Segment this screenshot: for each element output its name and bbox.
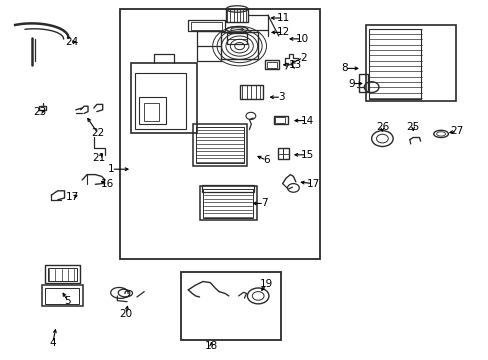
Bar (135, 73, 186, 129)
Text: 9: 9 (348, 78, 355, 89)
Bar (193, 124, 246, 166)
Text: 23: 23 (33, 107, 47, 117)
Text: 20: 20 (120, 309, 132, 319)
Bar (45, 288, 79, 304)
Bar (45, 265, 80, 283)
Bar (131, 63, 197, 133)
Text: 5: 5 (64, 296, 71, 306)
Bar (120, 9, 320, 259)
Text: 13: 13 (288, 60, 302, 70)
Text: 16: 16 (101, 179, 114, 189)
Bar (368, 29, 420, 99)
Bar (190, 22, 222, 30)
Bar (365, 25, 455, 101)
Text: 7: 7 (260, 198, 267, 208)
Text: 19: 19 (259, 279, 273, 289)
Text: 6: 6 (263, 155, 269, 165)
Bar (202, 185, 254, 192)
Text: 10: 10 (295, 34, 308, 44)
Text: 8: 8 (341, 63, 347, 73)
Bar (359, 74, 367, 92)
Text: 11: 11 (276, 13, 290, 23)
Bar (181, 272, 281, 340)
Bar (275, 117, 285, 123)
Bar (139, 97, 166, 124)
Text: 21: 21 (92, 153, 106, 163)
Bar (273, 116, 287, 124)
Bar (239, 85, 263, 99)
Text: 25: 25 (406, 122, 419, 132)
Text: 14: 14 (300, 116, 313, 126)
Text: 18: 18 (204, 341, 218, 351)
Text: 3: 3 (277, 92, 284, 102)
Bar (41, 285, 83, 306)
Bar (277, 148, 288, 159)
Text: 2: 2 (299, 53, 306, 63)
Bar (264, 60, 278, 69)
Text: 12: 12 (276, 27, 290, 37)
Bar (200, 186, 256, 220)
Text: 17: 17 (65, 192, 79, 202)
Bar (227, 33, 246, 44)
Text: 26: 26 (375, 122, 388, 132)
Text: 22: 22 (91, 128, 104, 138)
Text: 15: 15 (300, 150, 313, 160)
Bar (203, 189, 253, 218)
Bar (195, 127, 244, 163)
Text: 27: 27 (449, 126, 463, 136)
Bar (48, 268, 77, 281)
Bar (188, 20, 224, 31)
Text: 17: 17 (305, 179, 319, 189)
Bar (221, 32, 258, 59)
Bar (266, 62, 277, 68)
Text: 24: 24 (65, 37, 79, 48)
Text: 1: 1 (108, 164, 115, 174)
Bar (225, 9, 247, 22)
Bar (144, 103, 159, 121)
Text: 4: 4 (49, 338, 56, 348)
